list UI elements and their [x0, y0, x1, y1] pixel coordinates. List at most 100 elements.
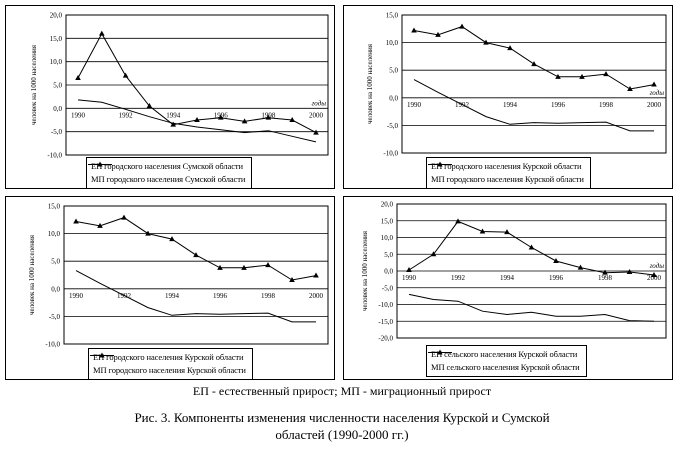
data-point: [479, 228, 486, 234]
y-tick-label: -10,0: [378, 301, 393, 309]
x-tick-label: 2000: [647, 101, 662, 109]
data-point: [73, 218, 79, 224]
data-point: [99, 30, 105, 36]
y-axis-label: человек на 1000 населения: [366, 43, 374, 124]
y-tick-label: 0,0: [389, 94, 398, 102]
data-point: [313, 272, 319, 278]
data-point: [170, 121, 176, 127]
legend: ЕП городского населения Сумской области …: [86, 157, 253, 189]
plot-frame: [65, 14, 329, 156]
y-tick-label: -5,0: [382, 284, 394, 292]
abbreviation-note: ЕП - естественный прирост; МП - миграцио…: [192, 384, 492, 398]
data-point: [265, 262, 271, 268]
data-point: [603, 71, 609, 77]
data-point: [504, 229, 510, 235]
legend-triangle-line-icon: [88, 161, 112, 167]
legend: ЕП сельского населения Курской области М…: [426, 345, 587, 377]
x-tick-label: 1990: [407, 101, 422, 109]
data-point: [146, 103, 153, 108]
chart-sumy-urban: 20,015,010,05,00,0-5,0-10,01990199219941…: [30, 12, 329, 160]
data-point: [455, 218, 461, 224]
x-tick-label: 2000: [647, 274, 662, 282]
x-tick-label: 1990: [69, 292, 84, 300]
y-axis-label: человек на 1000 населения: [30, 44, 38, 125]
data-point: [145, 230, 151, 236]
data-point: [602, 269, 608, 275]
y-tick-label: -10,0: [383, 150, 398, 158]
data-point: [97, 222, 103, 228]
series-line-natural: [75, 270, 316, 323]
x-axis-name: годы: [650, 89, 665, 97]
data-point: [75, 75, 81, 80]
legend-triangle-line-icon: [428, 161, 452, 167]
x-tick-label: 1996: [551, 101, 566, 109]
y-tick-label: 20,0: [381, 201, 394, 209]
x-tick-label: 1992: [119, 111, 134, 119]
y-tick-label: -5,0: [49, 313, 61, 321]
data-point: [241, 264, 247, 270]
legend-item: ЕП городского населения Сумской области: [88, 160, 245, 173]
legend-label: МП городского населения Сумской области: [91, 174, 246, 184]
y-tick-label: 5,0: [384, 251, 393, 259]
plot-frame: [396, 203, 667, 339]
y-axis-label: человек на 1000 населения: [361, 230, 369, 311]
caption-line-2: областей (1990-2000 гг.): [275, 427, 409, 442]
data-point: [217, 264, 223, 270]
series-line-natural: [413, 79, 654, 132]
data-point: [121, 214, 127, 220]
x-tick-label: 1996: [213, 292, 228, 300]
x-tick-label: 1994: [500, 274, 515, 282]
y-tick-label: 0,0: [53, 105, 62, 113]
data-point: [528, 244, 535, 250]
chart-kursk-rural: 20,0 15,0 10,0 5,0 0,0 -5,0 -10,0 -15,0 -20,0 199…: [361, 201, 667, 343]
x-tick-label: 1994: [165, 292, 180, 300]
data-point: [122, 72, 129, 78]
data-point: [577, 264, 584, 270]
series-line-migration: [413, 26, 655, 90]
data-point: [531, 61, 537, 67]
data-point: [430, 251, 437, 257]
x-axis-name: годы: [650, 262, 665, 270]
figure-caption: Рис. 3. Компоненты изменения численности…: [0, 409, 684, 443]
legend-item: МП сельского населения Курской области: [428, 349, 580, 374]
data-point: [289, 117, 295, 122]
legend-item: ЕП городского населения Курской области: [428, 160, 584, 173]
series-line-natural: [408, 293, 655, 322]
chart-panel-kursk-rural: 20,0 15,0 10,0 5,0 0,0 -5,0 -10,0 -15,0 -20,0 199…: [343, 196, 673, 380]
legend: ЕП городского населения Курской области …: [88, 348, 253, 380]
y-tick-label: 10,0: [48, 230, 61, 238]
legend-item: ЕП городского населения Курской области: [90, 351, 246, 364]
legend-label: ЕП сельского населения Курской области: [431, 349, 578, 359]
x-tick-label: 1994: [503, 101, 518, 109]
x-tick-label: 1990: [71, 111, 86, 119]
data-point: [651, 272, 657, 278]
data-point: [289, 276, 295, 282]
data-point: [194, 117, 200, 122]
data-point: [553, 257, 559, 263]
x-tick-label: 1994: [166, 111, 181, 119]
legend-item: МП городского населения Курской области: [428, 161, 584, 186]
data-point: [651, 81, 657, 87]
y-tick-label: -15,0: [378, 318, 393, 326]
y-tick-label: 10,0: [50, 58, 63, 66]
y-tick-label: -5,0: [51, 128, 63, 136]
y-tick-label: 5,0: [389, 67, 398, 75]
data-point: [169, 236, 175, 242]
data-point: [435, 31, 441, 37]
plot-frame: [63, 205, 329, 345]
data-point: [459, 23, 465, 29]
data-point: [313, 129, 319, 135]
y-tick-label: 15,0: [386, 12, 399, 20]
data-point: [579, 73, 585, 79]
series-line-migration: [75, 217, 317, 281]
data-point: [241, 118, 248, 124]
data-point: [265, 114, 272, 120]
data-point: [627, 85, 633, 91]
legend-label: ЕП городского населения Курской области: [431, 161, 582, 171]
y-tick-label: -10,0: [47, 152, 62, 160]
y-tick-label: 10,0: [386, 39, 399, 47]
legend-item: ЕП сельского населения Курской области: [428, 348, 580, 361]
series-line-natural: [77, 99, 317, 143]
chart-panel-kursk-urban: 15,0 10,0 5,0 0,0 -5,0 -10,0 1990 1992 1994 1996 1…: [343, 5, 673, 189]
